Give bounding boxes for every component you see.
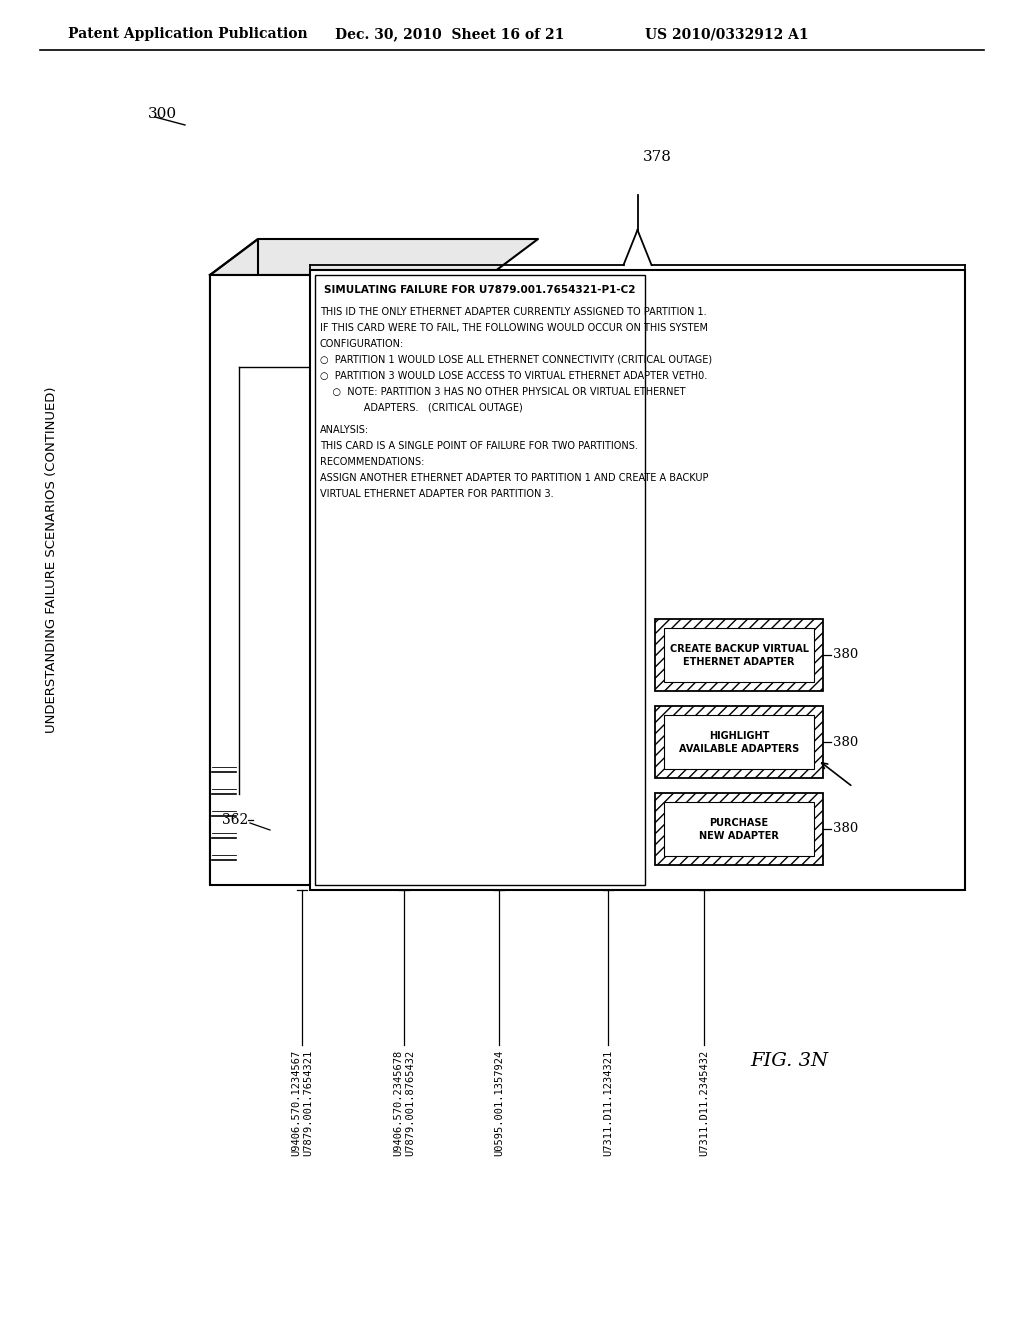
Text: ○  NOTE: PARTITION 3 HAS NO OTHER PHYSICAL OR VIRTUAL ETHERNET: ○ NOTE: PARTITION 3 HAS NO OTHER PHYSICA… xyxy=(319,387,685,397)
Polygon shape xyxy=(210,239,538,275)
Text: ○  PARTITION 1 WOULD LOSE ALL ETHERNET CONNECTIVITY (CRITICAL OUTAGE): ○ PARTITION 1 WOULD LOSE ALL ETHERNET CO… xyxy=(319,355,712,366)
Bar xyxy=(655,706,823,777)
Text: 378: 378 xyxy=(642,150,672,164)
Text: CREATE BACKUP VIRTUAL: CREATE BACKUP VIRTUAL xyxy=(670,644,809,653)
Bar xyxy=(664,715,814,770)
Text: U7311.D11.1234321: U7311.D11.1234321 xyxy=(603,1049,613,1156)
Text: IF THIS CARD WERE TO FAIL, THE FOLLOWING WOULD OCCUR ON THIS SYSTEM: IF THIS CARD WERE TO FAIL, THE FOLLOWING… xyxy=(319,323,708,333)
Text: CONFIGURATION:: CONFIGURATION: xyxy=(319,339,404,348)
Text: SIMULATING FAILURE FOR U7879.001.7654321-P1-C2: SIMULATING FAILURE FOR U7879.001.7654321… xyxy=(325,285,636,294)
Bar xyxy=(664,628,814,682)
Polygon shape xyxy=(210,239,258,884)
Bar xyxy=(210,275,490,884)
Text: NEW ADAPTER: NEW ADAPTER xyxy=(699,832,779,841)
Text: VIRTUAL ETHERNET ADAPTER FOR PARTITION 3.: VIRTUAL ETHERNET ADAPTER FOR PARTITION 3… xyxy=(319,488,554,499)
Text: THIS CARD IS A SINGLE POINT OF FAILURE FOR TWO PARTITIONS.: THIS CARD IS A SINGLE POINT OF FAILURE F… xyxy=(319,441,638,451)
Text: ANALYSIS:: ANALYSIS: xyxy=(319,425,369,436)
Text: RECOMMENDATIONS:: RECOMMENDATIONS: xyxy=(319,457,424,467)
Bar xyxy=(664,803,814,855)
Text: PURCHASE: PURCHASE xyxy=(710,818,769,828)
Text: AVAILABLE ADAPTERS: AVAILABLE ADAPTERS xyxy=(679,744,799,754)
Text: 362: 362 xyxy=(222,813,248,828)
Bar xyxy=(655,793,823,865)
Bar xyxy=(315,275,645,884)
Text: ADAPTERS.   (CRITICAL OUTAGE): ADAPTERS. (CRITICAL OUTAGE) xyxy=(319,403,522,413)
Text: ○  PARTITION 3 WOULD LOSE ACCESS TO VIRTUAL ETHERNET ADAPTER VETH0.: ○ PARTITION 3 WOULD LOSE ACCESS TO VIRTU… xyxy=(319,371,708,381)
Text: 380: 380 xyxy=(833,648,858,661)
Text: 300: 300 xyxy=(148,107,177,121)
Text: HIGHLIGHT: HIGHLIGHT xyxy=(709,731,769,741)
Text: Patent Application Publication: Patent Application Publication xyxy=(68,26,307,41)
Text: THIS ID THE ONLY ETHERNET ADAPTER CURRENTLY ASSIGNED TO PARTITION 1.: THIS ID THE ONLY ETHERNET ADAPTER CURREN… xyxy=(319,308,707,317)
Bar xyxy=(655,619,823,690)
Text: U9406.570.2345678
U7879.001.8765432: U9406.570.2345678 U7879.001.8765432 xyxy=(393,1049,415,1156)
Text: UNDERSTANDING FAILURE SCENARIOS (CONTINUED): UNDERSTANDING FAILURE SCENARIOS (CONTINU… xyxy=(45,387,58,733)
Bar xyxy=(310,271,965,890)
Text: ETHERNET ADAPTER: ETHERNET ADAPTER xyxy=(683,657,795,667)
Text: 380: 380 xyxy=(833,735,858,748)
Text: Dec. 30, 2010  Sheet 16 of 21: Dec. 30, 2010 Sheet 16 of 21 xyxy=(335,26,564,41)
Text: ASSIGN ANOTHER ETHERNET ADAPTER TO PARTITION 1 AND CREATE A BACKUP: ASSIGN ANOTHER ETHERNET ADAPTER TO PARTI… xyxy=(319,473,709,483)
Text: U7311.D11.2345432: U7311.D11.2345432 xyxy=(699,1049,709,1156)
Text: US 2010/0332912 A1: US 2010/0332912 A1 xyxy=(645,26,809,41)
Text: U0595.001.1357924: U0595.001.1357924 xyxy=(494,1049,504,1156)
Text: FIG. 3N: FIG. 3N xyxy=(750,1052,828,1071)
Text: U9406.570.1234567
U7879.001.7654321: U9406.570.1234567 U7879.001.7654321 xyxy=(291,1049,312,1156)
Text: 380: 380 xyxy=(833,822,858,836)
